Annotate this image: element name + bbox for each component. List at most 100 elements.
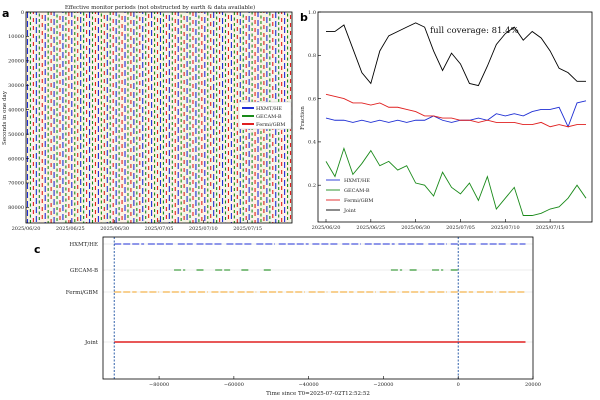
panel-c-xtick-label: 20000 [525,382,541,388]
panel-a-stripe [55,12,59,223]
panel-b-letter: b [300,11,308,24]
panel-a-stripe [150,12,154,223]
panel-c-plot-area [103,237,533,379]
panel-c-segments [114,243,526,343]
panel-a-stripe [37,12,41,223]
panel-b-annotation: full coverage: 81.4% [430,26,519,36]
panel-b-ytick-label: 0.8 [308,53,316,59]
panel-c-xtick-label: −40000 [299,382,319,388]
panel-b-series-joint [326,22,586,87]
panel-a-stripe [102,12,106,223]
panel-a-xtick-label: 2025/06/20 [12,226,41,232]
panel-b-series [325,22,587,216]
panel-a-stripe [85,12,89,223]
panel-a-legend-hxmt: HXMT/HE [256,106,282,112]
panel-a-ytick-label: 60000 [8,156,24,162]
panel-c-xtick-label: −60000 [224,382,244,388]
panel-c-frame [102,236,534,380]
panel-a-legend-fermi: Fermi/GBM [256,122,285,128]
panel-a-xtick-label: 2025/07/15 [233,226,262,232]
panel-a-ytick-label: 50000 [8,132,24,138]
panel-a-stripe [99,12,104,223]
panel-a-stripe [26,12,30,223]
panel-a-title: Effective monitor periods (not obstructe… [65,4,255,11]
panel-a-legend-gecam: GECAM-B [256,114,282,120]
panel-b-ytick-label: 0.6 [308,96,316,102]
panel-b-coverage-fraction: 0.20.40.60.81.0 2025/06/20 2025/06/25 2025… [300,10,593,231]
panel-a-stripe [40,12,44,223]
panel-a-stripe [200,12,204,223]
panel-a-stripe [209,12,213,223]
panel-c-row-label-joint: Joint [84,340,99,346]
panel-c-vlines [113,237,459,379]
panel-a-stripe [224,12,228,223]
panel-c-letter: c [34,243,41,256]
panel-c-row-labels: HXMT/HE GECAM-B Fermi/GBM Joint [66,242,99,346]
panel-a-monitor-periods: Effective monitor periods (not obstructe… [2,4,293,232]
panel-c-row-label-fermi-gbm: Fermi/GBM [66,290,99,296]
panel-b-series-fermi-gbm [325,93,586,128]
panel-a-stripe [212,12,216,223]
panel-a-stripe [176,12,180,223]
panel-a-stripe [132,12,136,223]
panel-c-xtick-label: −80000 [149,382,169,388]
panel-a-ytick-label: 30000 [8,83,24,89]
panel-a-ytick-label: 0 [21,10,24,16]
panel-a-stripe [164,12,169,223]
panel-b-legend-fermi: Fermi/GBM [344,198,373,204]
panel-a-stripe [182,12,186,223]
panel-a-stripe [138,12,142,223]
panel-c-x-ticks: −80000 −60000 −40000 −20000 0 20000 [149,376,541,388]
panel-a-stripe [147,12,151,223]
panel-a-stripe [120,12,124,223]
panel-a-ytick-label: 40000 [8,107,24,113]
panel-c-xlabel: Time since T0=2025-07-02T12:52:52 [266,391,370,397]
panel-a-ytick-label: 70000 [8,181,24,187]
panel-b-y-ticks: 0.2 0.4 0.6 0.8 1.0 [308,10,321,189]
panel-b-legend-hxmt: HXMT/HE [344,178,370,184]
panel-b-ytick-label: 0.2 [308,183,316,189]
panel-b-xtick-label: 2025/07/15 [536,225,565,231]
panel-c-row-label-hxmt-he: HXMT/HE [69,242,98,248]
panel-a-stripe [88,12,92,223]
panel-a-stripe [161,12,166,223]
panel-b-x-ticks: 2025/06/20 2025/06/25 2025/06/30 2025/07/05… [312,219,565,231]
panel-a-stripe [117,12,121,223]
panel-a-stripe [194,12,198,223]
panel-a-stripe [70,12,74,223]
panel-b-legend-joint: Joint [343,208,356,214]
panel-b-xtick-label: 2025/06/20 [312,225,341,231]
panel-c-timeline: HXMT/HE GECAM-B Fermi/GBM Joint −80000 −6000… [66,236,541,397]
panel-a-ytick-label: 20000 [8,59,24,65]
panel-a-legend: HXMT/HE GECAM-B Fermi/GBM [238,101,292,130]
panel-b-legend: HXMT/HE GECAM-B Fermi/GBM Joint [326,178,373,214]
panel-a-stripe [114,12,118,223]
panel-a-stripe [52,12,56,223]
panel-a-xtick-label: 2025/07/05 [145,226,174,232]
panel-a-ytick-label: 80000 [8,205,24,211]
panel-a-stripe [179,12,183,223]
panel-b-xtick-label: 2025/06/25 [356,225,385,231]
panel-a-ylabel: Seconds in one day [2,90,8,145]
panel-a-stripe [76,12,80,223]
panel-a-xtick-label: 2025/07/10 [189,226,218,232]
panel-b-xtick-label: 2025/07/05 [446,225,475,231]
panel-a-stripe [226,12,231,223]
panel-b-ytick-label: 1.0 [308,10,316,16]
panel-b-ylabel: Fraction [300,106,306,130]
panel-a-y-ticks: 0 10000 20000 30000 40000 50000 60000 70000 8000… [8,10,29,211]
panel-a-ytick-label: 10000 [8,34,24,40]
panel-a-xtick-label: 2025/06/30 [100,226,129,232]
panel-a-xtick-label: 2025/06/25 [56,226,85,232]
panel-b-plot-area [318,12,592,222]
panel-b-xtick-label: 2025/07/10 [491,225,520,231]
panel-b-series-gecam-b [325,146,587,216]
panel-a-x-ticks: 2025/06/20 2025/06/25 2025/06/30 2025/07/05… [12,220,262,232]
panel-b-xtick-label: 2025/06/30 [401,225,430,231]
panel-b-series-hxmt-he [325,100,587,128]
panel-b-legend-gecam: GECAM-B [344,188,370,194]
panel-b-ytick-label: 0.4 [308,140,316,146]
panel-c-xtick-label: −20000 [373,382,393,388]
panel-a-stripe [58,12,62,223]
